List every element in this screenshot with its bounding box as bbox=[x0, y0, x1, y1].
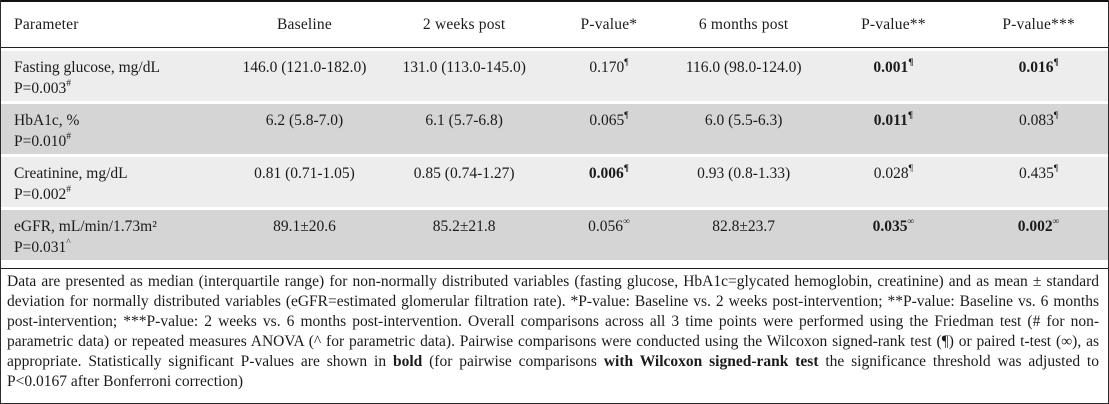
header-baseline: Baseline bbox=[276, 15, 332, 33]
p-value-cell: 0.028¶ bbox=[818, 157, 970, 207]
parameter-label: Creatinine, mg/dL bbox=[14, 165, 128, 182]
p-value-cell: 0.065¶ bbox=[548, 104, 670, 154]
six-months-value: 6.0 (5.5-6.3) bbox=[704, 112, 783, 129]
table-top-rule bbox=[1, 0, 1108, 2]
baseline-value: 89.1±20.6 bbox=[273, 218, 336, 235]
p-value-cell: 0.002∞ bbox=[969, 210, 1108, 260]
parameter-cell: Fasting glucose, mg/dL P=0.003# bbox=[1, 51, 229, 101]
superscript-marker: ∞ bbox=[622, 216, 630, 227]
parameter-cell: Creatinine, mg/dL P=0.002# bbox=[1, 157, 229, 207]
baseline-value: 6.2 (5.8-7.0) bbox=[265, 112, 344, 129]
superscript-marker: ¶ bbox=[1053, 163, 1059, 174]
p-value: 0.011¶ bbox=[873, 110, 913, 129]
baseline-value: 146.0 (121.0-182.0) bbox=[242, 59, 367, 76]
p-value: 0.056∞ bbox=[588, 216, 630, 235]
superscript-marker: # bbox=[66, 131, 71, 142]
header-6-months-post: 6 months post bbox=[698, 15, 789, 33]
p-value-cell: 0.011¶ bbox=[818, 104, 970, 154]
p-value: 0.016¶ bbox=[1018, 57, 1059, 76]
header-parameter: Parameter bbox=[14, 15, 79, 33]
superscript-marker: ¶ bbox=[908, 163, 913, 174]
p-value-cell: 0.016¶ bbox=[969, 51, 1108, 101]
superscript-marker: ¶ bbox=[624, 110, 629, 121]
superscript-marker: ¶ bbox=[1053, 57, 1059, 68]
two-weeks-value: 6.1 (5.7-6.8) bbox=[425, 112, 503, 129]
table-row: eGFR, mL/min/1.73m² P=0.031^ 89.1±20.6 85.2… bbox=[1, 210, 1108, 260]
header-p-value-2: P-value** bbox=[861, 15, 926, 33]
p-value-cell: 0.006¶ bbox=[548, 157, 670, 207]
superscript-marker: ¶ bbox=[623, 163, 629, 174]
p-value-cell: 0.035∞ bbox=[818, 210, 970, 260]
superscript-marker: ¶ bbox=[907, 110, 913, 121]
p-value: 0.065¶ bbox=[589, 110, 629, 129]
superscript-marker: ∞ bbox=[907, 216, 915, 227]
overall-p-value: P=0.003# bbox=[14, 78, 71, 97]
table-header-row: Parameter Baseline 2 weeks post P-value*… bbox=[1, 2, 1108, 48]
parameter-label: eGFR, mL/min/1.73m² bbox=[14, 218, 157, 235]
footnote-text: (for pairwise comparisons bbox=[422, 353, 604, 370]
six-months-value: 0.93 (0.8-1.33) bbox=[697, 165, 791, 182]
parameter-label: HbA1c, % bbox=[14, 112, 80, 129]
parameter-cell: eGFR, mL/min/1.73m² P=0.031^ bbox=[1, 210, 229, 260]
p-value: 0.170¶ bbox=[589, 57, 629, 76]
p-value: 0.028¶ bbox=[873, 163, 913, 182]
header-p-value-1: P-value* bbox=[580, 15, 638, 33]
p-value: 0.006¶ bbox=[588, 163, 629, 182]
footnote-text: the significance threshold was adjusted … bbox=[7, 353, 1099, 390]
p-value: 0.083¶ bbox=[1019, 110, 1059, 129]
parameter-cell: HbA1c, % P=0.010# bbox=[1, 104, 229, 154]
two-weeks-value: 0.85 (0.74-1.27) bbox=[413, 165, 515, 182]
parameter-label: Fasting glucose, mg/dL bbox=[14, 59, 160, 76]
superscript-marker: ∞ bbox=[1052, 216, 1060, 227]
header-2-weeks-post: 2 weeks post bbox=[422, 15, 506, 33]
footnote-bold-text: with Wilcoxon signed-rank test bbox=[603, 353, 819, 370]
overall-p-value: P=0.002# bbox=[14, 184, 71, 203]
overall-p-value: P=0.031^ bbox=[14, 237, 71, 256]
table-footnote: Data are presented as median (interquart… bbox=[1, 269, 1108, 392]
six-months-value: 82.8±23.7 bbox=[712, 218, 776, 235]
baseline-value: 0.81 (0.71-1.05) bbox=[254, 165, 355, 182]
p-value-cell: 0.056∞ bbox=[548, 210, 670, 260]
six-months-value: 116.0 (98.0-124.0) bbox=[685, 59, 802, 76]
p-value-cell: 0.435¶ bbox=[969, 157, 1108, 207]
superscript-marker: ¶ bbox=[908, 57, 914, 68]
table-bottom-rule bbox=[1, 268, 1108, 269]
p-value: 0.002∞ bbox=[1017, 216, 1060, 235]
footnote-bold-text: bold bbox=[392, 353, 423, 370]
superscript-marker: # bbox=[66, 78, 71, 89]
superscript-marker: ^ bbox=[66, 237, 71, 248]
p-value-cell: 0.083¶ bbox=[969, 104, 1108, 154]
p-value-cell: 0.170¶ bbox=[548, 51, 670, 101]
two-weeks-value: 85.2±21.8 bbox=[432, 218, 496, 235]
p-value: 0.435¶ bbox=[1019, 163, 1059, 182]
table-row: HbA1c, % P=0.010# 6.2 (5.8-7.0) 6.1 (5.7-6.… bbox=[1, 104, 1108, 154]
superscript-marker: # bbox=[66, 184, 71, 195]
p-value: 0.001¶ bbox=[873, 57, 914, 76]
p-value: 0.035∞ bbox=[872, 216, 915, 235]
table-body: Fasting glucose, mg/dL P=0.003# 146.0 (121… bbox=[1, 51, 1108, 260]
two-weeks-value: 131.0 (113.0-145.0) bbox=[402, 59, 526, 76]
superscript-marker: ¶ bbox=[1053, 110, 1059, 121]
header-p-value-3: P-value*** bbox=[1002, 15, 1075, 33]
overall-p-value: P=0.010# bbox=[14, 131, 71, 150]
p-value-cell: 0.001¶ bbox=[818, 51, 970, 101]
table-row: Fasting glucose, mg/dL P=0.003# 146.0 (121… bbox=[1, 51, 1108, 101]
table-row: Creatinine, mg/dL P=0.002# 0.81 (0.71-1.05… bbox=[1, 157, 1108, 207]
footnote-text: Data are presented as median (interquart… bbox=[7, 273, 1099, 370]
superscript-marker: ¶ bbox=[624, 57, 629, 68]
